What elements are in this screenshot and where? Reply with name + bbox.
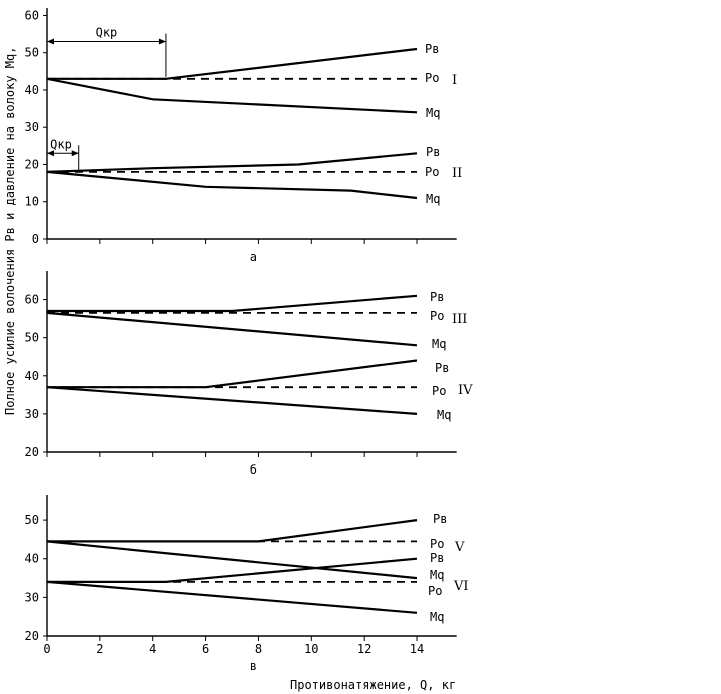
- series-line-V-curve: [47, 519, 418, 543]
- series-label: Рв: [433, 512, 447, 526]
- x-tick-label: 14: [410, 642, 424, 656]
- y-tick-label: 30: [25, 407, 39, 421]
- panel-label: а: [250, 250, 257, 264]
- series-label: Ро: [425, 71, 439, 85]
- y-tick-label: 40: [25, 369, 39, 383]
- series-label: Мq: [426, 106, 440, 120]
- series-label: Мq: [426, 192, 440, 206]
- y-tick-label: 30: [25, 120, 39, 134]
- series-label: Мq: [437, 408, 451, 422]
- y-tick-label: 0: [32, 232, 39, 246]
- series-line-III-curve: [46, 311, 418, 347]
- series-line-III-curve: [47, 294, 418, 313]
- y-tick-label: 10: [25, 195, 39, 209]
- series-label: Ро: [428, 584, 442, 598]
- series-line-IV-curve: [46, 386, 418, 415]
- series-label: Ро: [432, 384, 446, 398]
- x-tick-label: 4: [149, 642, 156, 656]
- y-tick-label: 30: [25, 590, 39, 604]
- panel-label: в: [250, 659, 257, 673]
- qkr-arrow-left: [47, 38, 54, 45]
- y-tick-label: 20: [25, 157, 39, 171]
- y-tick-label: 40: [25, 552, 39, 566]
- x-tick-label: 8: [255, 642, 262, 656]
- series-line-II-curve: [46, 152, 418, 173]
- group-label: III: [452, 312, 467, 327]
- series-label: Рв: [435, 361, 449, 375]
- x-tick-label: 12: [357, 642, 371, 656]
- series-line-V-curve: [46, 540, 418, 580]
- panel-label: б: [250, 463, 257, 477]
- qkr-label: Qкр: [50, 137, 72, 151]
- y-tick-label: 40: [25, 83, 39, 97]
- group-label: I: [452, 73, 457, 88]
- x-tick-label: 6: [202, 642, 209, 656]
- x-tick-label: 0: [43, 642, 50, 656]
- group-label: V: [454, 540, 465, 555]
- series-label: Ро: [425, 165, 439, 179]
- y-axis-label: Полное усилие волочения Рв и давление на…: [3, 47, 17, 415]
- series-line-VI-curve: [46, 580, 418, 614]
- series-line-IV-curve: [47, 359, 418, 389]
- series-label: Рв: [425, 42, 439, 56]
- group-label: II: [452, 166, 462, 181]
- y-tick-label: 20: [25, 629, 39, 643]
- series-label: Рв: [426, 145, 440, 159]
- y-tick-label: 50: [25, 331, 39, 345]
- y-tick-label: 60: [25, 8, 39, 22]
- qkr-label: Qкр: [96, 26, 118, 40]
- qkr-arrow-left: [47, 150, 54, 157]
- x-tick-label: 10: [304, 642, 318, 656]
- series-line-I-curve: [47, 47, 418, 80]
- group-label: VI: [453, 579, 469, 594]
- series-label: Ро: [430, 309, 444, 323]
- qkr-arrow-right: [158, 38, 166, 45]
- series-label: Ро: [430, 537, 444, 551]
- series-label: Мq: [432, 337, 446, 351]
- x-tick-label: 2: [96, 642, 103, 656]
- series-line-VI-curve: [47, 557, 418, 584]
- y-tick-label: 50: [25, 513, 39, 527]
- y-tick-label: 60: [25, 293, 39, 307]
- x-axis-label: Противонатяжение, Q, кг: [290, 678, 456, 692]
- series-label: Мq: [430, 568, 444, 582]
- qkr-arrow-right: [71, 150, 79, 157]
- series-label: Мq: [430, 610, 444, 624]
- series-label: Рв: [430, 551, 444, 565]
- series-line-II-curve: [46, 170, 418, 200]
- series-label: Рв: [430, 290, 444, 304]
- y-tick-label: 50: [25, 46, 39, 60]
- series-line-I-curve: [46, 77, 418, 114]
- y-tick-label: 20: [25, 445, 39, 459]
- group-label: IV: [458, 383, 473, 398]
